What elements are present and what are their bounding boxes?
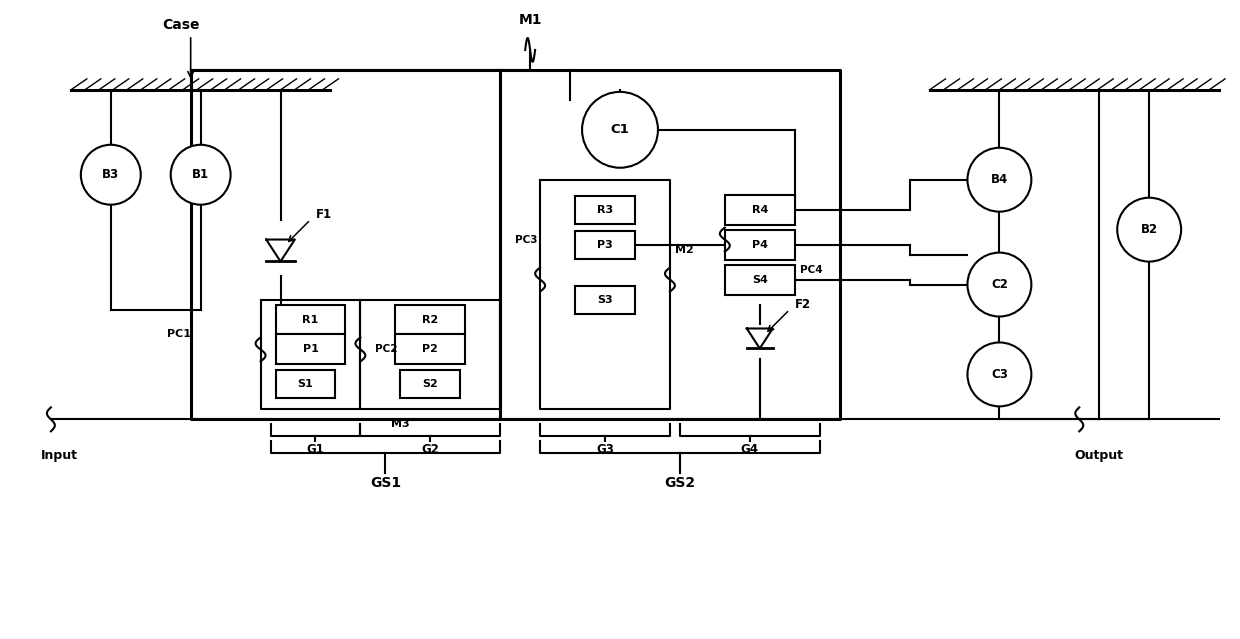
Text: PC1: PC1 bbox=[166, 330, 191, 339]
Text: B4: B4 bbox=[991, 173, 1008, 186]
Text: P2: P2 bbox=[423, 344, 438, 355]
Text: R1: R1 bbox=[303, 314, 319, 325]
Text: GS1: GS1 bbox=[370, 476, 401, 490]
Text: PC3: PC3 bbox=[515, 235, 538, 245]
Circle shape bbox=[81, 145, 141, 204]
Text: F2: F2 bbox=[795, 298, 811, 311]
Bar bbox=[275, 334, 346, 364]
Text: S1: S1 bbox=[298, 380, 314, 389]
Text: Output: Output bbox=[1075, 449, 1123, 462]
Text: P4: P4 bbox=[751, 240, 768, 250]
Text: R3: R3 bbox=[596, 204, 613, 215]
Text: G4: G4 bbox=[740, 443, 759, 456]
Bar bbox=[401, 371, 460, 398]
Text: S4: S4 bbox=[751, 275, 768, 284]
Text: P1: P1 bbox=[303, 344, 319, 355]
Circle shape bbox=[1117, 197, 1182, 261]
Bar bbox=[725, 229, 795, 259]
Text: G2: G2 bbox=[422, 443, 439, 456]
Bar bbox=[275, 305, 346, 334]
Text: M1: M1 bbox=[518, 13, 542, 27]
Text: Case: Case bbox=[162, 18, 200, 32]
Text: S3: S3 bbox=[598, 295, 613, 305]
Text: F1: F1 bbox=[315, 208, 331, 221]
Text: R4: R4 bbox=[751, 204, 768, 215]
Text: Input: Input bbox=[41, 449, 78, 462]
Text: GS2: GS2 bbox=[665, 476, 696, 490]
Bar bbox=[396, 305, 465, 334]
Text: C3: C3 bbox=[991, 368, 1008, 381]
Circle shape bbox=[582, 92, 658, 168]
Circle shape bbox=[967, 252, 1032, 316]
Circle shape bbox=[967, 343, 1032, 406]
Bar bbox=[396, 334, 465, 364]
Text: PC4: PC4 bbox=[800, 265, 822, 275]
Bar bbox=[575, 231, 635, 259]
Polygon shape bbox=[746, 328, 773, 348]
Text: S2: S2 bbox=[423, 380, 438, 389]
Bar bbox=[575, 196, 635, 224]
Text: B2: B2 bbox=[1141, 223, 1158, 236]
Polygon shape bbox=[267, 240, 295, 261]
Circle shape bbox=[171, 145, 231, 204]
Bar bbox=[275, 371, 336, 398]
Text: B1: B1 bbox=[192, 168, 210, 181]
Bar bbox=[575, 286, 635, 314]
Text: R2: R2 bbox=[422, 314, 439, 325]
Text: M3: M3 bbox=[391, 419, 409, 429]
Text: P3: P3 bbox=[598, 240, 613, 250]
Text: G1: G1 bbox=[306, 443, 325, 456]
Text: G3: G3 bbox=[596, 443, 614, 456]
Text: C2: C2 bbox=[991, 278, 1008, 291]
Text: B3: B3 bbox=[102, 168, 119, 181]
Bar bbox=[725, 265, 795, 295]
Bar bbox=[725, 195, 795, 225]
Text: PC2: PC2 bbox=[376, 344, 398, 355]
Text: M2: M2 bbox=[675, 245, 693, 254]
Text: C1: C1 bbox=[610, 123, 630, 136]
Circle shape bbox=[967, 148, 1032, 212]
